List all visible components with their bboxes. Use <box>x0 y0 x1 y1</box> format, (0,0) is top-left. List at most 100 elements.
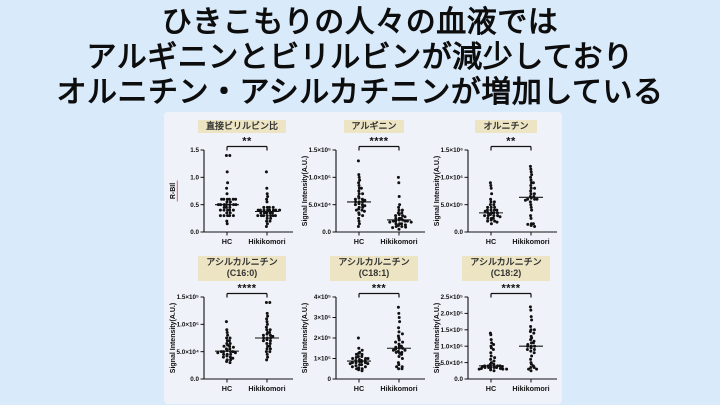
y-tick-label: 2.0×10⁵ <box>441 311 463 318</box>
data-point <box>268 211 272 215</box>
data-point <box>492 200 496 204</box>
data-point <box>489 208 493 212</box>
data-point <box>533 186 537 190</box>
data-point <box>360 369 364 373</box>
panel-header-ornithine: オルニチン <box>475 120 537 134</box>
data-point <box>218 214 222 218</box>
data-point <box>529 216 533 220</box>
x-category-label: HC <box>354 237 364 246</box>
significance-stars: *** <box>372 283 387 295</box>
data-point <box>357 184 361 188</box>
data-point <box>225 328 229 332</box>
data-point <box>396 306 400 309</box>
panel-header-direct-bilirubin-ratio: 直接ビリルビン比 <box>197 120 286 134</box>
data-point <box>222 197 226 201</box>
data-point <box>256 208 260 212</box>
data-point <box>268 328 272 332</box>
data-point <box>400 208 404 212</box>
y-axis-label: Signal Intensity(A.U.) <box>302 156 309 226</box>
data-point <box>529 362 533 366</box>
data-point <box>532 366 536 370</box>
data-point <box>489 354 493 358</box>
data-point <box>525 348 529 352</box>
y-axis-label: Signal Intensity(A.U.) <box>302 303 309 373</box>
data-point <box>529 366 533 370</box>
data-point <box>489 333 493 337</box>
data-point <box>265 342 269 346</box>
data-point <box>531 222 535 226</box>
y-tick-label: 0.0 <box>454 376 463 383</box>
data-point <box>394 216 398 220</box>
data-point <box>486 219 490 223</box>
panel-title-text: アシルカルニチン <box>470 257 542 267</box>
x-category-label: Hikikomori <box>248 384 285 393</box>
data-point <box>397 355 401 359</box>
data-point <box>228 205 232 209</box>
x-category-label: Hikikomori <box>248 237 285 246</box>
data-point <box>529 369 533 373</box>
data-point <box>489 200 493 204</box>
data-point <box>357 189 361 193</box>
data-point <box>505 367 509 371</box>
data-point <box>397 367 401 371</box>
x-category-label: HC <box>222 384 232 393</box>
data-point <box>228 153 232 157</box>
y-tick-label: 0.0 <box>454 229 463 236</box>
data-point <box>528 330 532 334</box>
data-point <box>231 197 235 201</box>
data-point <box>266 314 270 318</box>
data-point <box>274 208 278 212</box>
y-tick-label: 5.0×10⁵ <box>441 202 463 209</box>
x-category-label: HC <box>486 384 496 393</box>
data-point <box>222 208 226 212</box>
data-point <box>361 214 365 218</box>
data-point <box>225 222 229 226</box>
data-point <box>348 362 352 366</box>
data-point <box>492 214 496 218</box>
data-point <box>491 216 495 220</box>
data-point <box>351 357 355 361</box>
data-point <box>489 368 493 372</box>
data-point <box>264 325 268 329</box>
data-point <box>489 218 493 222</box>
data-point <box>231 208 235 212</box>
data-point <box>529 358 533 362</box>
data-point <box>357 219 361 223</box>
data-point <box>489 346 493 350</box>
data-point <box>259 211 263 215</box>
title-line-3: オルニチン・アシルカチニンが増加している <box>56 76 664 109</box>
data-point <box>486 205 490 209</box>
data-point <box>530 208 534 212</box>
y-tick-label: 1.5×10⁵ <box>309 147 331 154</box>
data-point <box>228 361 232 365</box>
data-point <box>523 198 527 202</box>
data-point <box>350 365 354 369</box>
data-point <box>498 367 502 371</box>
data-point <box>397 194 401 198</box>
data-point <box>225 336 229 340</box>
panel-title-text: アシルカルニチン <box>338 257 410 267</box>
data-point <box>477 367 481 371</box>
data-point <box>403 223 407 227</box>
data-point <box>228 214 232 218</box>
data-point <box>529 167 533 171</box>
data-point <box>264 225 268 229</box>
data-point <box>489 205 493 209</box>
data-point <box>529 175 533 179</box>
data-point <box>531 341 535 345</box>
data-point <box>226 181 230 185</box>
x-category-label: HC <box>486 237 496 246</box>
data-point <box>262 205 266 209</box>
data-point <box>360 208 364 212</box>
y-tick-label: 1.5×10⁶ <box>441 147 463 154</box>
data-point <box>225 186 229 190</box>
data-point <box>268 301 272 305</box>
y-tick-label: 0.0 <box>190 376 199 383</box>
data-point <box>535 197 539 201</box>
chart-panel-ornithine: オルニチン 0.0 5.0×10⁵ 1.0×10⁶ 1.5×10⁶ Signal Inte… <box>428 112 560 252</box>
data-point <box>264 350 268 354</box>
significance-stars: **** <box>501 283 520 295</box>
chart-panel-arginine: アルギニン 0.0 5.0×10⁴ 1.0×10⁵ 1.5×10⁵ Signal Inte… <box>296 112 428 252</box>
data-point <box>267 205 271 209</box>
data-point <box>357 368 361 372</box>
